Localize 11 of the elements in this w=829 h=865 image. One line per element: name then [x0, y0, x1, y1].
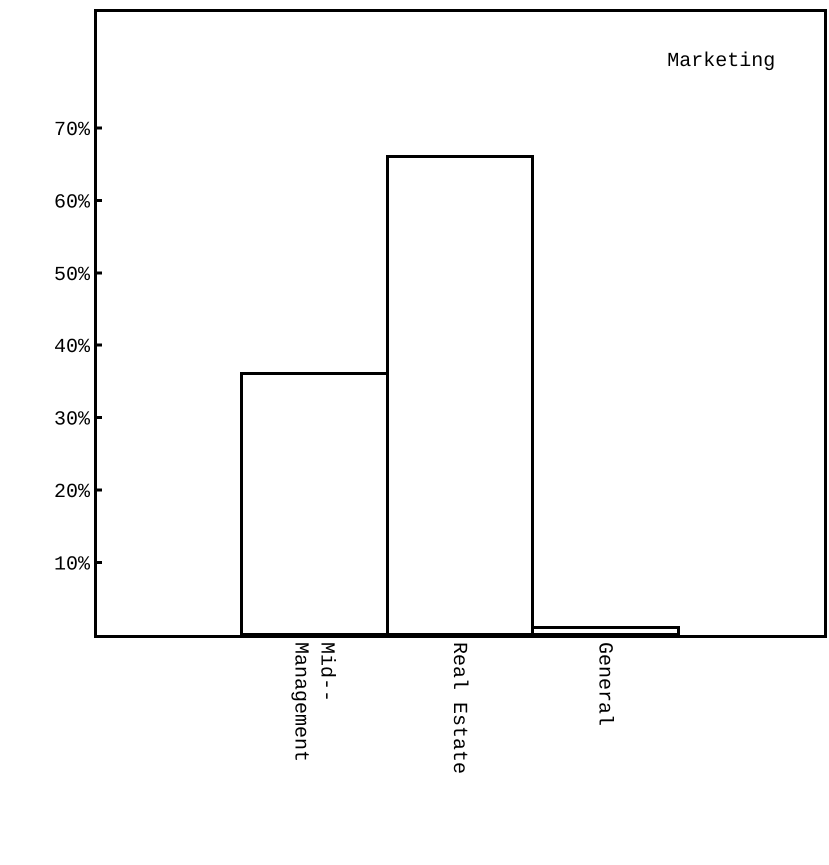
y-tick-label: 70%: [54, 118, 91, 142]
text: Marketing: [667, 50, 776, 73]
y-tick-label: 40%: [54, 336, 91, 360]
y-tick-label: 10%: [54, 554, 91, 577]
y-tick-label: 60%: [54, 191, 91, 214]
y-tick-label: 30%: [54, 408, 91, 432]
x-tick-label: General: [592, 642, 616, 726]
x-tick-label: Real Estate: [447, 642, 470, 774]
x-tick-label: Mid-- Management: [288, 642, 338, 762]
y-tick-label: 20%: [54, 481, 91, 504]
y-tick-label: 50%: [54, 264, 91, 287]
